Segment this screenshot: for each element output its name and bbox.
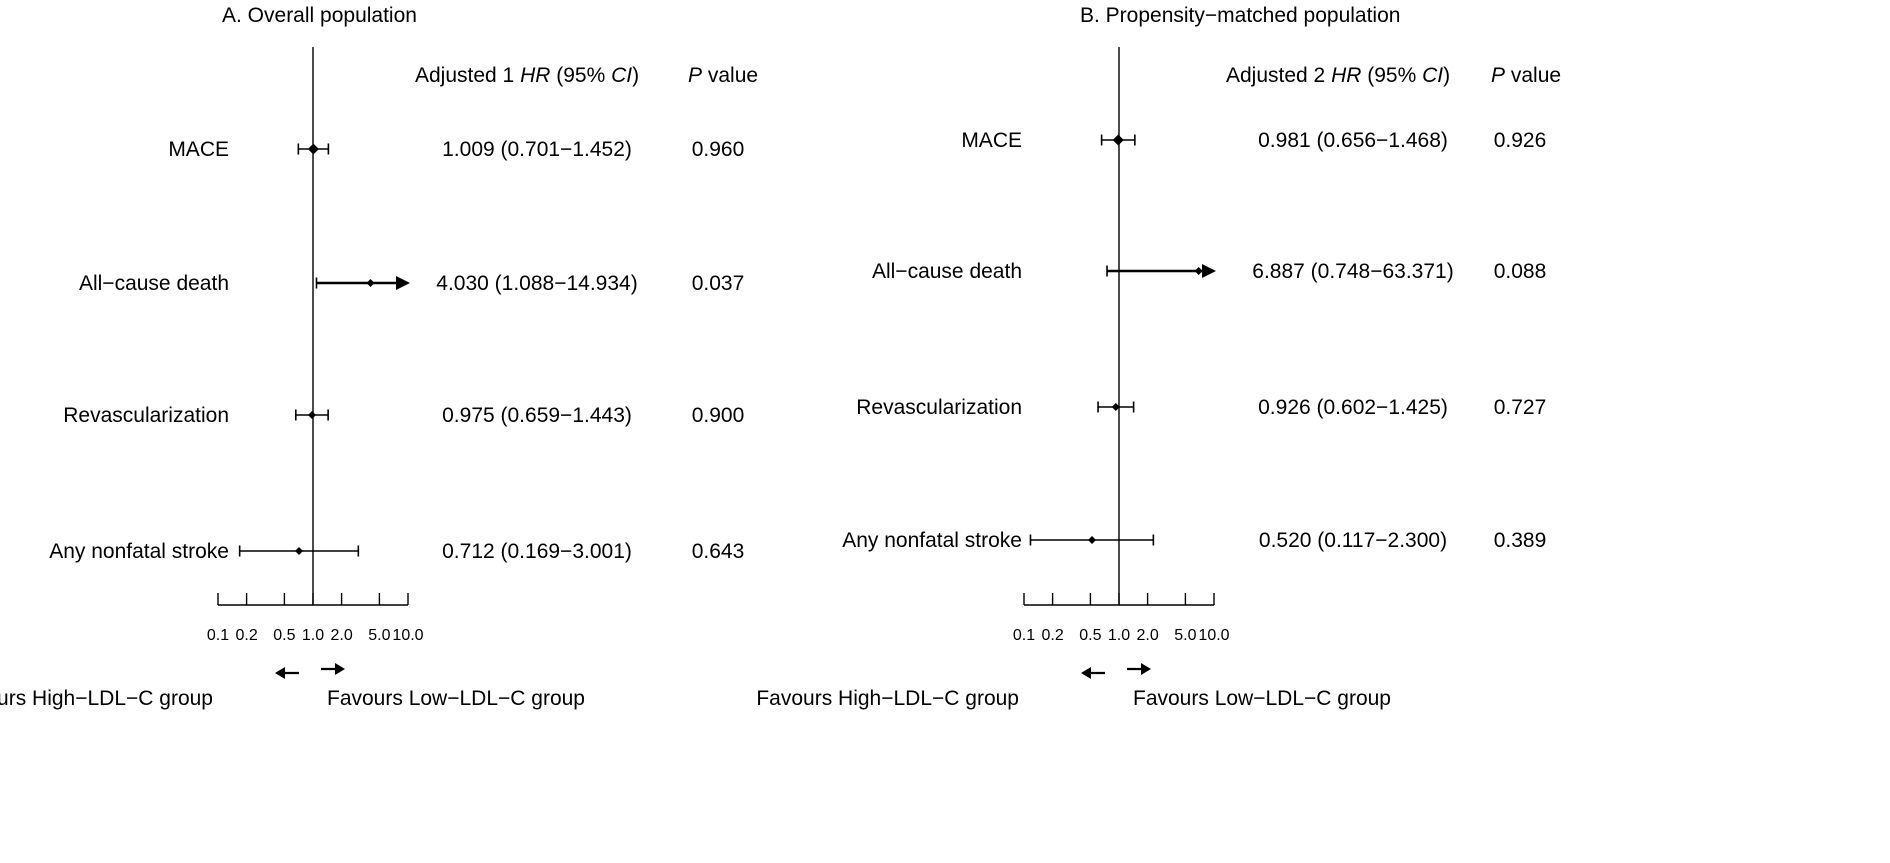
left-arrow-icon [275,667,299,679]
x-tick-label: 10.0 [392,627,423,644]
hr-column-header: Adjusted 2 HR (95% CI) [1226,64,1450,87]
forest-panel-a: A. Overall population Adjusted 1 HR (95% … [0,4,758,710]
p-header-suffix: value [1505,64,1561,87]
hr-point [307,143,319,155]
hr-point [1112,134,1124,146]
hr-point [307,411,316,419]
hr-point [366,279,375,287]
hr-header-hr: HR [520,64,550,87]
outcome-label: Any nonfatal stroke [49,540,229,563]
x-tick-label: 5.0 [1174,627,1196,644]
hr-header-close: ) [1443,64,1450,87]
x-tick-label: 10.0 [1198,627,1229,644]
p-header-p: P [1491,64,1505,87]
x-tick-label: 0.2 [235,627,257,644]
hr-point [1088,536,1097,544]
x-tick-label: 5.0 [368,627,390,644]
p-value: 0.088 [1494,260,1547,283]
hr-point [294,547,303,555]
ci-overflow-arrow-icon [1202,264,1216,278]
p-value: 0.389 [1494,529,1547,552]
hr-header-close: ) [632,64,639,87]
hr-ci-value: 0.981 (0.656−1.468) [1258,129,1448,152]
hr-ci-value: 6.887 (0.748−63.371) [1252,260,1453,283]
hr-column-header: Adjusted 1 HR (95% CI) [415,64,639,87]
hr-header-ci: CI [611,64,632,87]
p-value: 0.900 [692,404,745,427]
hr-point [1194,267,1203,275]
hr-ci-value: 0.975 (0.659−1.443) [442,404,632,427]
ci-overflow-arrow-icon [396,276,410,290]
panel-title: A. Overall population [222,4,417,27]
hr-ci-value: 0.712 (0.169−3.001) [442,540,632,563]
p-value: 0.037 [692,272,745,295]
favours-low-ldl-label: Favours Low−LDL−C group [1133,687,1391,710]
right-arrow-icon [321,663,345,675]
hr-ci-value: 1.009 (0.701−1.452) [442,138,632,161]
p-value: 0.960 [692,138,745,161]
x-tick-label: 1.0 [302,627,324,644]
outcome-label: MACE [961,129,1022,152]
p-value: 0.643 [692,540,745,563]
x-tick-label: 1.0 [1108,627,1130,644]
hr-header-mid: (95% [550,64,611,87]
p-value: 0.926 [1494,129,1547,152]
hr-header-mid: (95% [1361,64,1422,87]
outcome-label: MACE [168,138,229,161]
hr-ci-value: 0.926 (0.602−1.425) [1258,396,1448,419]
left-arrow-icon [1081,667,1105,679]
forest-panel-b: B. Propensity−matched population Adjusted… [756,4,1561,710]
x-tick-label: 0.5 [1079,627,1101,644]
panel-title: B. Propensity−matched population [1080,4,1400,27]
favours-low-ldl-label: Favours Low−LDL−C group [327,687,585,710]
favours-high-ldl-label: Favours High−LDL−C group [756,687,1019,710]
favours-high-ldl-label: Favours High−LDL−C group [0,687,213,710]
hr-ci-value: 0.520 (0.117−2.300) [1259,529,1447,552]
hr-point [1111,403,1120,411]
hr-ci-value: 4.030 (1.088−14.934) [436,272,637,295]
hr-header-prefix: Adjusted 2 [1226,64,1331,87]
outcome-label: Revascularization [856,396,1022,419]
x-tick-label: 0.5 [273,627,295,644]
outcome-label: All−cause death [79,272,229,295]
outcome-label: Revascularization [63,404,229,427]
p-header-suffix: value [702,64,758,87]
hr-header-hr: HR [1331,64,1361,87]
outcome-label: Any nonfatal stroke [842,529,1022,552]
x-tick-label: 2.0 [1136,627,1158,644]
outcome-label: All−cause death [872,260,1022,283]
right-arrow-icon [1127,663,1151,675]
x-tick-label: 2.0 [330,627,352,644]
x-tick-label: 0.2 [1041,627,1063,644]
p-column-header: P value [688,64,758,87]
p-value: 0.727 [1494,396,1547,419]
hr-header-prefix: Adjusted 1 [415,64,520,87]
x-tick-label: 0.1 [207,627,229,644]
p-column-header: P value [1491,64,1561,87]
hr-header-ci: CI [1422,64,1443,87]
x-tick-label: 0.1 [1013,627,1035,644]
p-header-p: P [688,64,702,87]
